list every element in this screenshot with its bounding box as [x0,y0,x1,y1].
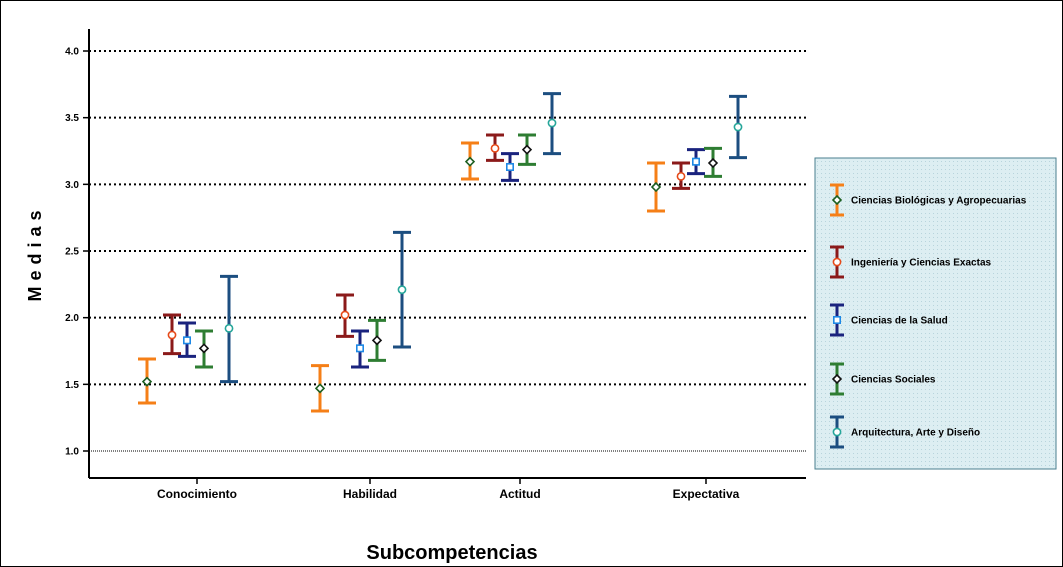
legend-label: Ingeniería y Ciencias Exactas [851,258,992,269]
error-bar-group [336,293,354,338]
legend-item: Ciencias Sociales [830,362,936,396]
error-bar-group [543,92,561,156]
error-bars [138,92,747,413]
mean-marker [141,376,153,387]
error-bar-group [729,94,747,160]
mean-marker [505,163,514,172]
x-tick-label: Conocimiento [157,487,237,501]
y-axis-label: Medias [25,204,45,301]
error-bar-group [368,318,386,362]
x-axis-label: Subcompetencias [366,542,537,564]
mean-marker [831,194,843,206]
y-tick-label: 1.0 [65,447,79,458]
mean-marker [832,427,842,437]
mean-marker [707,157,719,169]
y-tick-label: 2.0 [65,313,79,324]
mean-marker [183,336,192,345]
mean-marker [831,373,843,385]
mean-marker [650,181,662,193]
mean-marker [224,323,234,333]
mean-marker [371,335,383,346]
mean-marker [832,315,841,324]
error-bar-group [163,313,181,356]
x-tick-label: Expectativa [673,487,740,501]
mean-marker [314,383,326,394]
error-bar-group [501,152,519,182]
mean-marker [198,343,210,354]
x-tick-label: Actitud [499,487,540,501]
error-bar-group [220,274,238,384]
error-bar-group [393,230,411,349]
y-tick-label: 1.5 [65,380,79,391]
legend-label: Arquitectura, Arte y Diseño [851,428,980,439]
error-bar-group [138,357,156,405]
error-bar-group [687,148,705,176]
mean-marker [691,157,700,166]
mean-marker [547,118,557,128]
legend-item: Ciencias de la Salud [830,303,948,337]
y-tick-label: 3.0 [65,180,79,191]
mean-marker [490,143,500,153]
mean-marker [676,171,686,181]
legend: Ciencias Biológicas y Agropecuarias Ingen… [814,157,1057,470]
y-tick-label: 4.0 [65,47,79,58]
error-bar-group [461,141,479,181]
legend-label: Ciencias Biológicas y Agropecuarias [851,196,1027,207]
mean-marker [167,330,177,340]
mean-marker [521,144,533,155]
error-bar-group [351,329,369,369]
mean-marker [355,344,364,353]
legend-label: Ciencias Sociales [851,375,936,386]
x-tick-label: Habilidad [343,487,397,501]
y-tick-label: 3.5 [65,113,79,124]
error-bar-group [486,133,504,162]
error-bar-group [195,329,213,369]
y-ticks: 1.0 1.5 2.0 2.5 3.0 3.5 4.0 [65,47,89,458]
legend-item: Ciencias Biológicas y Agropecuarias [830,183,1027,217]
mean-marker [733,122,743,132]
error-bar-group [647,161,665,213]
error-bar-group [311,364,329,413]
legend-item: Ingeniería y Ciencias Exactas [830,245,992,279]
mean-marker [832,257,842,267]
error-bar-group [518,133,536,166]
error-bar-group [672,161,690,190]
error-bar-group [178,321,196,358]
y-tick-label: 2.5 [65,247,79,258]
mean-marker [340,310,350,320]
mean-marker [464,156,476,167]
legend-item: Arquitectura, Arte y Diseño [830,415,980,449]
mean-marker [397,285,407,295]
x-ticks: Conocimiento Habilidad Actitud Expectativa [157,478,740,501]
axes [88,29,806,479]
error-bar-group [704,146,722,178]
legend-label: Ciencias de la Salud [851,316,948,327]
grid-lines [89,50,806,452]
